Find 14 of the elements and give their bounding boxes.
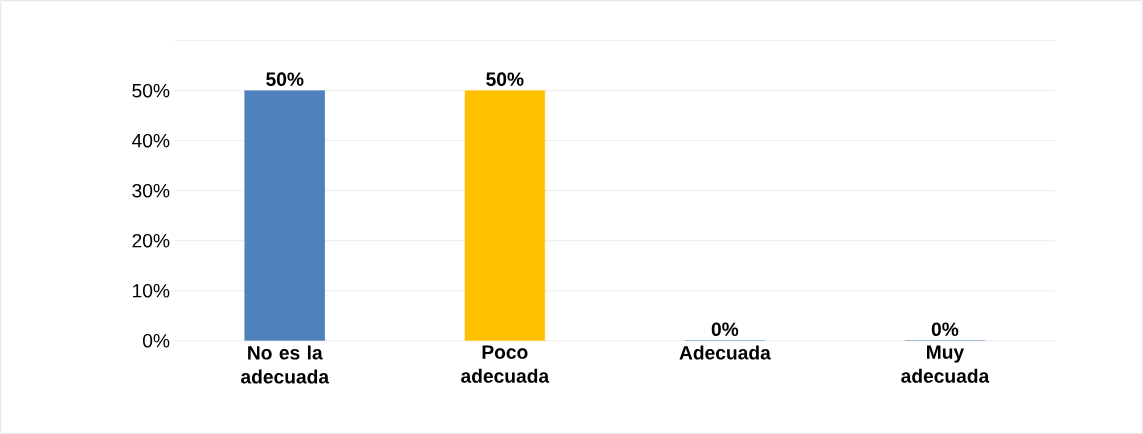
- y-tick-label: 0%: [143, 333, 170, 348]
- x-tick-label: Muy adecuada: [901, 345, 990, 383]
- x-tick-label: Adecuada: [679, 345, 771, 360]
- y-tick-label: 10%: [133, 283, 170, 298]
- y-tick-label: 40%: [132, 133, 170, 148]
- x-tick-label: Poco adecuada: [461, 345, 550, 383]
- data-label: 50%: [486, 72, 524, 86]
- y-tick-label: 30%: [132, 183, 170, 198]
- data-label: 50%: [266, 72, 304, 86]
- y-tick-label: 20%: [132, 233, 170, 248]
- data-label: 0%: [711, 322, 739, 336]
- data-label: 0%: [931, 322, 959, 336]
- y-tick-label: 50%: [132, 83, 170, 98]
- x-tick-label: No es la adecuada: [241, 345, 330, 384]
